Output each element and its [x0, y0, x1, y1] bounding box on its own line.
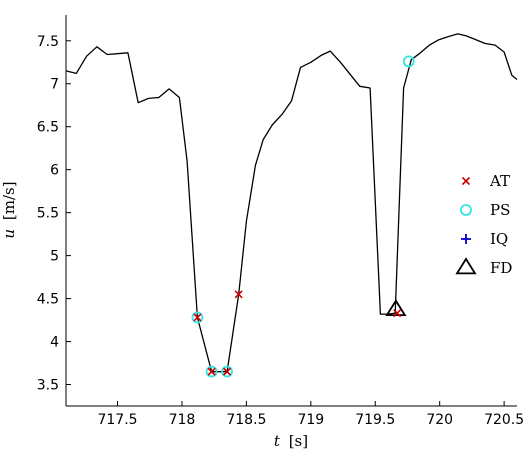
- legend-label-iq: IQ: [490, 230, 508, 248]
- marker-stroke: [393, 309, 402, 318]
- marker-at: [193, 313, 202, 322]
- marker-stroke: [461, 176, 471, 186]
- markers-layer: [191, 55, 415, 378]
- legend: AT PS IQ FD: [455, 172, 512, 277]
- y-axis-title: u [m/s]: [0, 181, 18, 238]
- y-tick-label: 3.5: [37, 378, 59, 394]
- marker-ps: [205, 365, 218, 378]
- marker-ps: [191, 311, 204, 324]
- x-tick-label: 719: [297, 412, 324, 428]
- legend-marker-fd: [455, 257, 477, 275]
- marker-stroke: [223, 367, 232, 376]
- y-tick-label: 5: [50, 249, 59, 265]
- y-tick-label: 6.5: [37, 120, 59, 136]
- marker-stroke: [193, 313, 202, 322]
- x-ticks: 717.5 718 718.5 719 719.5 720 720.5: [97, 401, 524, 428]
- legend-marker-ps: [460, 204, 472, 216]
- x-tick-label: 720: [426, 412, 453, 428]
- y-axis-var: u: [0, 229, 18, 239]
- speed-line: [65, 33, 518, 373]
- marker-ps: [221, 365, 233, 378]
- legend-marker-at: [461, 176, 471, 186]
- legend-label-fd: FD: [490, 259, 512, 277]
- x-axis-var: t: [274, 432, 281, 450]
- x-axis-unit: [s]: [289, 432, 308, 450]
- legend-marker-iq: [461, 234, 471, 244]
- marker-at: [393, 309, 402, 318]
- x-tick-label: 718.5: [226, 412, 266, 428]
- x-tick-label: 720.5: [484, 412, 524, 428]
- x-axis-title: t [s]: [274, 432, 308, 450]
- y-tick-label: 6: [50, 163, 59, 179]
- y-tick-label: 7: [50, 77, 59, 93]
- marker-at: [223, 367, 232, 376]
- legend-label-ps: PS: [490, 201, 510, 219]
- marker-at: [234, 290, 243, 299]
- series-layer: [65, 33, 518, 373]
- marker-at: [207, 367, 216, 376]
- y-tick-label: 4: [50, 335, 59, 351]
- y-tick-label: 7.5: [37, 34, 59, 50]
- y-ticks: 3.5 4 4.5 5 5.5 6 6.5 7 7.5: [37, 34, 71, 394]
- y-tick-label: 5.5: [37, 206, 59, 222]
- y-tick-label: 4.5: [37, 292, 59, 308]
- marker-stroke: [207, 367, 216, 376]
- plot-frame: [65, 15, 517, 407]
- x-tick-label: 717.5: [97, 412, 137, 428]
- x-tick-label: 719.5: [355, 412, 395, 428]
- marker-stroke: [234, 290, 243, 299]
- legend-label-at: AT: [489, 172, 510, 190]
- marker-ps: [402, 55, 415, 68]
- x-tick-label: 718: [169, 412, 196, 428]
- y-axis-unit: [m/s]: [0, 181, 18, 220]
